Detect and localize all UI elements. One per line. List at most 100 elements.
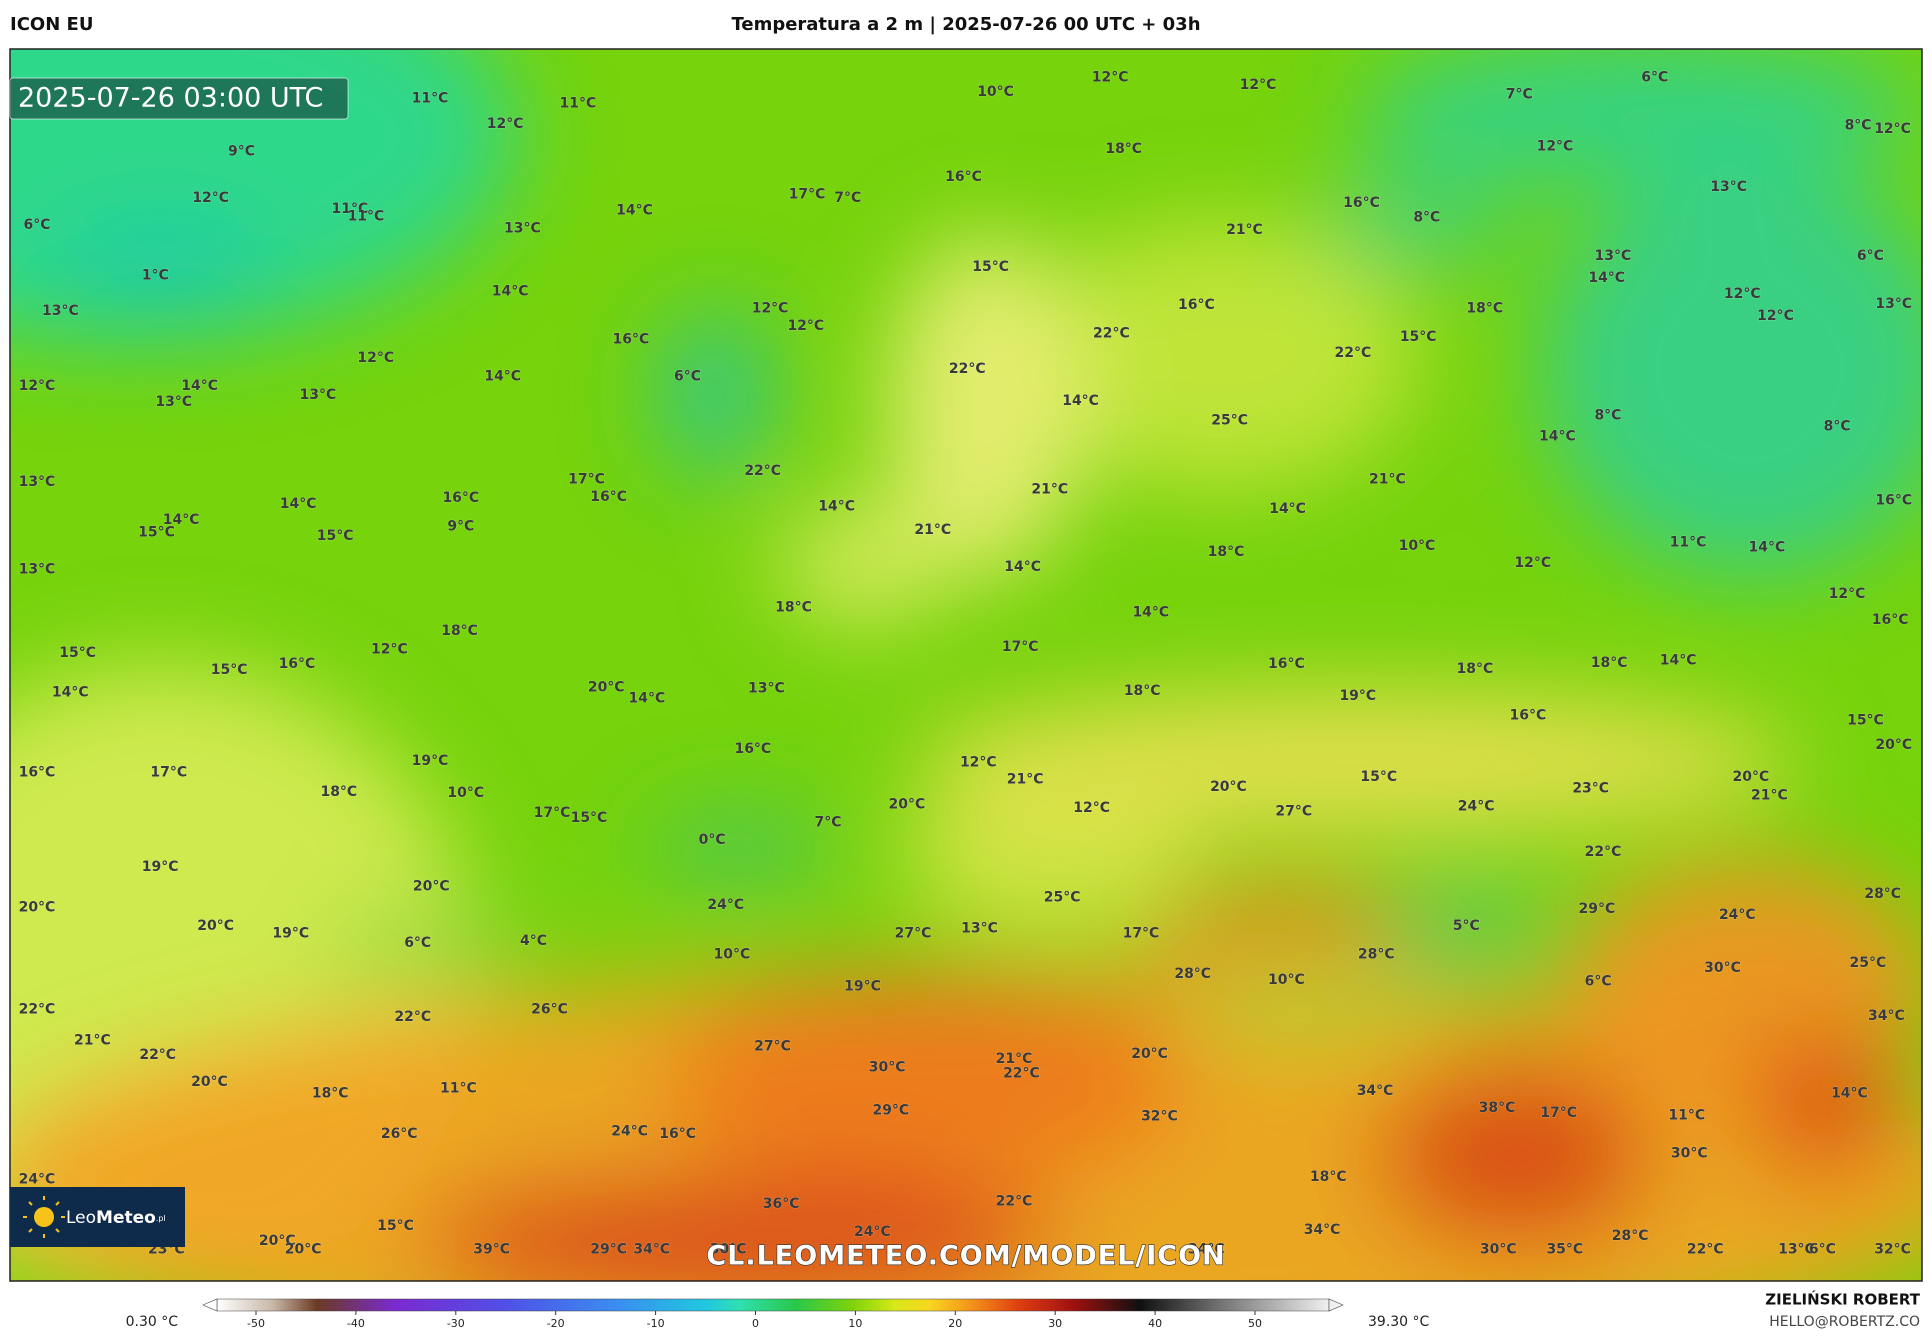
- field-patch: [49, 227, 272, 314]
- colorbar-tick-label: -20: [547, 1317, 565, 1330]
- temperature-label: 17°C: [568, 472, 605, 488]
- temperature-label: 7°C: [1506, 87, 1533, 103]
- temperature-label: 34°C: [1188, 1241, 1225, 1257]
- colorbar-tick-label: 20: [948, 1317, 962, 1330]
- temperature-label: 11°C: [412, 90, 449, 106]
- field-patch: [1749, 1033, 1898, 1181]
- colorbar-tick-label: 0: [752, 1317, 759, 1330]
- temperature-label: 16°C: [19, 764, 56, 780]
- logo-sun: [34, 1207, 54, 1227]
- colorbar-max-label: 39.30 °C: [1368, 1314, 1430, 1330]
- temperature-label: 34°C: [1868, 1008, 1905, 1024]
- temperature-label: 38°C: [1479, 1100, 1516, 1116]
- temperature-label: 18°C: [1456, 661, 1493, 677]
- temperature-label: 9°C: [447, 518, 474, 534]
- temperature-label: 12°C: [1073, 800, 1110, 816]
- logo-leo: Leo: [66, 1208, 96, 1228]
- temperature-label: 12°C: [357, 350, 394, 366]
- temperature-label: 16°C: [1875, 493, 1912, 509]
- temperature-label: 14°C: [484, 368, 521, 384]
- temperature-label: 17°C: [150, 764, 187, 780]
- temperature-label: 27°C: [754, 1039, 791, 1055]
- field-patch: [887, 233, 1085, 578]
- temperature-label: 16°C: [1343, 195, 1380, 211]
- colorbar-tick-label: -10: [647, 1317, 665, 1330]
- temperature-label: 25°C: [1850, 955, 1887, 971]
- temperature-label: 17°C: [1540, 1105, 1577, 1121]
- field-patch: [320, 916, 543, 978]
- temperature-label: 28°C: [1358, 946, 1395, 962]
- temperature-label: 17°C: [1123, 925, 1160, 941]
- field-patch: [659, 307, 771, 480]
- temperature-label: 13°C: [155, 394, 192, 410]
- watermark: CL.LEOMETEO.COM/MODEL/ICON: [706, 1241, 1225, 1272]
- colorbar-tick-label: 30: [1048, 1317, 1062, 1330]
- temperature-label: 6°C: [1585, 973, 1612, 989]
- temperature-label: 20°C: [197, 918, 234, 934]
- temperature-label: 8°C: [1824, 419, 1851, 435]
- temperature-labels: 11°C 11°C 10°C 12°C 12°C 7°C 6°C 8°C 12°C 12°C 9°C…: [18, 69, 1913, 1258]
- temperature-label: 7°C: [814, 815, 841, 831]
- colorbar-tick-label: 40: [1148, 1317, 1162, 1330]
- temperature-label: 28°C: [1174, 966, 1211, 982]
- logo-pl: .pl: [156, 1214, 166, 1223]
- temperature-label: 14°C: [1004, 559, 1041, 575]
- temperature-label: 18°C: [320, 784, 357, 800]
- temperature-label: 6°C: [23, 217, 50, 233]
- temperature-label: 20°C: [19, 900, 56, 916]
- temperature-label: 14°C: [1269, 501, 1306, 517]
- temperature-label: 6°C: [1641, 69, 1668, 85]
- colorbar-tick-label: -50: [247, 1317, 265, 1330]
- temperature-label: 22°C: [744, 463, 781, 479]
- temperature-label: 26°C: [381, 1126, 418, 1142]
- temperature-label: 15°C: [1360, 769, 1397, 785]
- colorbar-tick-label: -30: [447, 1317, 465, 1330]
- temperature-label: 11°C: [440, 1080, 477, 1096]
- temperature-label: 39°C: [473, 1241, 510, 1257]
- temperature-label: 18°C: [1208, 544, 1245, 560]
- temperature-label: 34°C: [1304, 1222, 1341, 1238]
- temperature-label: 16°C: [659, 1126, 696, 1142]
- temperature-label: 15°C: [59, 645, 96, 661]
- temperature-label: 1°C: [142, 267, 169, 283]
- temperature-label: 18°C: [1105, 141, 1142, 157]
- temperature-label: 12°C: [1240, 77, 1277, 93]
- temperature-label: 15°C: [317, 528, 354, 544]
- field-patch: [1380, 1063, 1652, 1249]
- temperature-label: 14°C: [181, 378, 218, 394]
- temperature-label: 20°C: [1732, 769, 1769, 785]
- temperature-label: 10°C: [714, 946, 751, 962]
- temperature-label: 22°C: [949, 361, 986, 377]
- temperature-label: 19°C: [142, 859, 179, 875]
- temperature-label: 17°C: [1002, 639, 1039, 655]
- temperature-label: 14°C: [1539, 429, 1576, 445]
- temperature-label: 15°C: [1847, 713, 1884, 729]
- temperature-label: 15°C: [972, 259, 1009, 275]
- temperature-label: 16°C: [590, 489, 627, 505]
- temperature-label: 14°C: [492, 283, 529, 299]
- temperature-label: 12°C: [1514, 555, 1551, 571]
- author: ZIELIŃSKI ROBERT: [1765, 1290, 1920, 1309]
- temperature-label: 13°C: [1594, 248, 1631, 264]
- temperature-label: 13°C: [1710, 179, 1747, 195]
- temperature-label: 10°C: [1268, 972, 1305, 988]
- temperature-label: 6°C: [1857, 248, 1884, 264]
- temperature-label: 21°C: [1226, 222, 1263, 238]
- temperature-label: 27°C: [1275, 804, 1312, 820]
- temperature-label: 24°C: [1719, 907, 1756, 923]
- temperature-label: 19°C: [844, 978, 881, 994]
- temperature-label: 19°C: [1339, 688, 1376, 704]
- temperature-label: 15°C: [571, 810, 608, 826]
- field-patch: [776, 504, 949, 628]
- temperature-label: 5°C: [1453, 918, 1480, 934]
- field-patch: [665, 971, 1183, 1193]
- temperature-label: 11°C: [348, 208, 385, 224]
- temperature-label: 25°C: [1211, 413, 1248, 429]
- field-patch: [1318, 172, 1516, 271]
- temperature-label: 24°C: [854, 1224, 891, 1240]
- contact: HELLO@ROBERTZ.CO: [1769, 1314, 1920, 1330]
- temperature-label: 22°C: [19, 1002, 56, 1018]
- temperature-label: 16°C: [612, 331, 649, 347]
- temperature-label: 16°C: [1268, 656, 1305, 672]
